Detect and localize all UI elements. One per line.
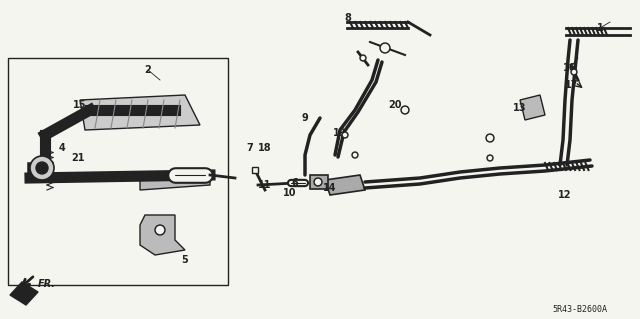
Circle shape xyxy=(487,155,493,161)
Polygon shape xyxy=(325,175,365,195)
Circle shape xyxy=(401,106,409,114)
Circle shape xyxy=(353,153,356,157)
Circle shape xyxy=(36,162,48,174)
Circle shape xyxy=(488,157,492,160)
Circle shape xyxy=(573,70,575,73)
Circle shape xyxy=(362,56,365,60)
Circle shape xyxy=(360,55,366,61)
Text: 11: 11 xyxy=(259,180,272,190)
Bar xyxy=(252,167,258,173)
Text: 5: 5 xyxy=(182,255,188,265)
Circle shape xyxy=(314,178,322,186)
Circle shape xyxy=(155,225,165,235)
Text: 10: 10 xyxy=(284,188,297,198)
Text: 12: 12 xyxy=(558,190,572,200)
Bar xyxy=(8,58,228,285)
Circle shape xyxy=(380,43,390,53)
Text: 17: 17 xyxy=(565,80,579,90)
Text: 13: 13 xyxy=(513,103,527,113)
Text: 2: 2 xyxy=(145,65,152,75)
Circle shape xyxy=(403,108,408,113)
Text: 4: 4 xyxy=(59,143,65,153)
Text: 5R43-B2600A: 5R43-B2600A xyxy=(552,306,607,315)
Text: 20: 20 xyxy=(388,100,402,110)
Polygon shape xyxy=(80,95,200,130)
Text: 9: 9 xyxy=(301,113,308,123)
Text: 21: 21 xyxy=(71,153,84,163)
Text: 15: 15 xyxy=(73,100,87,110)
Circle shape xyxy=(316,180,321,184)
Circle shape xyxy=(30,156,54,180)
Text: 8: 8 xyxy=(344,13,351,23)
Text: 18: 18 xyxy=(258,143,272,153)
Circle shape xyxy=(488,136,493,140)
Polygon shape xyxy=(140,170,210,190)
Text: 14: 14 xyxy=(323,183,337,193)
Circle shape xyxy=(344,133,346,137)
Circle shape xyxy=(381,44,388,51)
Polygon shape xyxy=(10,282,38,305)
Text: 6: 6 xyxy=(292,178,298,188)
Circle shape xyxy=(342,132,348,138)
Text: 1: 1 xyxy=(596,23,604,33)
Text: 19: 19 xyxy=(333,128,347,138)
Text: FR.: FR. xyxy=(38,279,56,289)
Text: 7: 7 xyxy=(246,143,253,153)
Text: 16: 16 xyxy=(563,63,577,73)
Polygon shape xyxy=(520,95,545,120)
Circle shape xyxy=(486,134,494,142)
Circle shape xyxy=(352,152,358,158)
Circle shape xyxy=(571,69,577,75)
Text: 3: 3 xyxy=(42,143,49,153)
Polygon shape xyxy=(140,215,185,255)
Circle shape xyxy=(157,226,163,234)
Bar xyxy=(310,175,328,189)
